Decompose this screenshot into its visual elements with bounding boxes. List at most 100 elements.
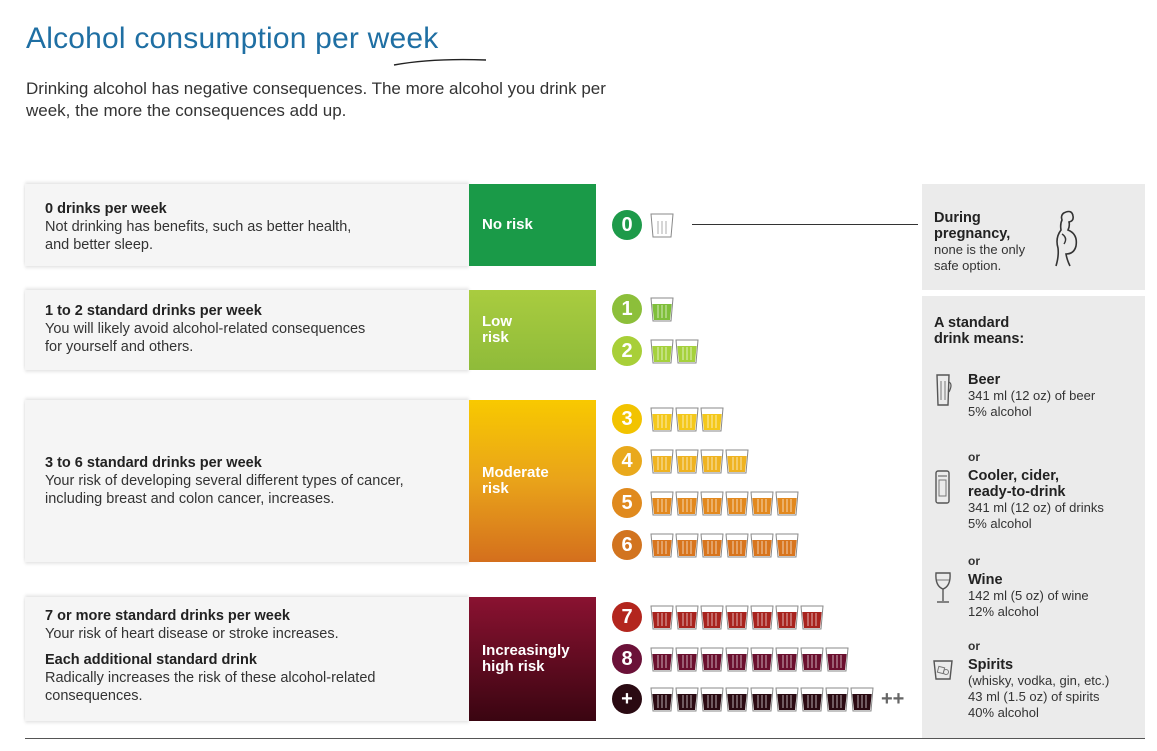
- row-text-line: Not drinking has benefits, such as bette…: [45, 219, 352, 235]
- drink-glass-icon: [650, 407, 674, 432]
- drink-alcohol-percent: 5% alcohol: [968, 516, 1032, 531]
- drink-count-badge: 2: [612, 336, 642, 366]
- drink-type-name: Spirits: [968, 657, 1014, 673]
- drink-type-name: Cooler, cider,: [968, 468, 1060, 484]
- risk-label-moderate-risk: Moderate risk: [469, 400, 596, 562]
- drink-glass-icon: [775, 533, 799, 558]
- title-underline: [393, 58, 487, 66]
- drink-count-badge: 8: [612, 644, 642, 674]
- risk-label-high-risk: Increasingly high risk: [469, 597, 596, 721]
- drink-glass-icon: [700, 449, 724, 474]
- spirits-glass-icon: [933, 660, 953, 680]
- or-separator: or: [968, 450, 980, 464]
- drink-glass-icon: [775, 647, 799, 672]
- drink-glass-icon: [700, 407, 724, 432]
- row-text-line: Radically increases the risk of these al…: [45, 670, 376, 686]
- pregnancy-panel: During pregnancy, none is the only safe …: [922, 184, 1145, 290]
- row-text-line: consequences.: [45, 688, 143, 704]
- or-separator: or: [968, 639, 980, 653]
- drink-glass-icon: [700, 491, 724, 516]
- drink-glass-icon: [725, 647, 749, 672]
- risk-label-no-risk: No risk: [469, 184, 596, 266]
- row-1-2-drinks: 1 to 2 standard drinks per week You will…: [25, 290, 469, 370]
- pregnancy-heading: During: [934, 210, 981, 226]
- drink-volume: 142 ml (5 oz) of wine: [968, 588, 1089, 603]
- row-heading: 7 or more standard drinks per week: [45, 608, 290, 624]
- row-7-plus-drinks: 7 or more standard drinks per week Your …: [25, 597, 469, 721]
- drink-glass-icon: [675, 687, 699, 712]
- drink-glasses-row: [650, 605, 824, 630]
- drink-glass-icon: [800, 687, 824, 712]
- risk-text: Increasingly: [482, 642, 570, 659]
- drink-glass-icon: [775, 687, 799, 712]
- risk-text: risk: [482, 329, 509, 346]
- drink-glasses-row: [650, 339, 699, 364]
- drink-count-badge: 5: [612, 488, 642, 518]
- drink-alcohol-percent: 40% alcohol: [968, 705, 1039, 720]
- drink-glass-icon: [650, 339, 674, 364]
- drink-glass-icon: [675, 491, 699, 516]
- drink-alcohol-percent: 5% alcohol: [968, 404, 1032, 419]
- pregnancy-text: none is the only: [934, 242, 1026, 257]
- drink-glass-icon: [675, 449, 699, 474]
- row-text-line: and better sleep.: [45, 237, 154, 253]
- drink-count-badge: 4: [612, 446, 642, 476]
- drink-glass-icon: [725, 449, 749, 474]
- standard-drink-heading: A standard: [934, 315, 1010, 331]
- drink-volume: 341 ml (12 oz) of drinks: [968, 500, 1104, 515]
- drink-glass-icon: [675, 605, 699, 630]
- row-text-line: You will likely avoid alcohol-related co…: [45, 321, 366, 337]
- drink-glass-icon: [725, 687, 749, 712]
- drink-glass-icon: [750, 687, 774, 712]
- risk-text: Moderate: [482, 464, 549, 481]
- intro-text: Drinking alcohol has negative consequenc…: [26, 79, 606, 120]
- row-3-6-drinks: 3 to 6 standard drinks per week Your ris…: [25, 400, 469, 562]
- or-separator: or: [968, 554, 980, 568]
- drink-glass-icon: [675, 533, 699, 558]
- drink-glass-icon: [775, 491, 799, 516]
- row-text-line: Your risk of heart disease or stroke inc…: [45, 626, 339, 642]
- drink-glasses-row: [650, 449, 749, 474]
- row-heading: 1 to 2 standard drinks per week: [45, 303, 262, 319]
- drink-glass-icon: [650, 605, 674, 630]
- drink-glass-icon: [650, 687, 674, 712]
- risk-text: No risk: [482, 216, 533, 233]
- risk-label-low-risk: Low risk: [469, 290, 596, 370]
- drink-glass-icon: [700, 647, 724, 672]
- drink-glass-icon: [750, 533, 774, 558]
- drink-glass-icon: [725, 533, 749, 558]
- drink-glass-icon: [700, 605, 724, 630]
- standard-drink-heading: drink means:: [934, 331, 1025, 347]
- drink-glass-icon: [825, 647, 849, 672]
- drink-volume: 341 ml (12 oz) of beer: [968, 388, 1096, 403]
- drink-glass-icon: [850, 687, 874, 712]
- drink-glass-icon: [800, 647, 824, 672]
- drink-glass-icon: [750, 605, 774, 630]
- drink-glasses-row: [650, 213, 674, 238]
- drink-glasses-row: [650, 297, 674, 322]
- row-heading-2: Each additional standard drink: [45, 652, 257, 668]
- bottom-divider: [25, 738, 1145, 739]
- drink-glass-icon: [650, 491, 674, 516]
- row-text-line: for yourself and others.: [45, 339, 194, 355]
- drink-count-badge: 6: [612, 530, 642, 560]
- drink-type-name: Beer: [968, 372, 1001, 388]
- drink-glasses-row: [650, 407, 724, 432]
- drink-glass-icon: [750, 491, 774, 516]
- drink-glass-icon: [650, 449, 674, 474]
- drink-glass-icon: [700, 533, 724, 558]
- row-heading: 3 to 6 standard drinks per week: [45, 455, 262, 471]
- drink-glasses-row: [650, 647, 849, 672]
- drink-glasses-row: [650, 687, 874, 712]
- row-heading: 0 drinks per week: [45, 201, 167, 217]
- can-icon: [935, 470, 950, 504]
- drink-glass-icon: [675, 339, 699, 364]
- drink-alcohol-percent: 12% alcohol: [968, 604, 1039, 619]
- drink-glass-icon: [725, 605, 749, 630]
- row-text-line: including breast and colon cancer, incre…: [45, 491, 335, 507]
- drink-glass-icon: [825, 687, 849, 712]
- drink-glass-icon: [650, 213, 674, 238]
- drink-glass-icon: [800, 605, 824, 630]
- more-drinks-indicator: ++: [881, 688, 905, 710]
- drink-examples: (whisky, vodka, gin, etc.): [968, 673, 1110, 688]
